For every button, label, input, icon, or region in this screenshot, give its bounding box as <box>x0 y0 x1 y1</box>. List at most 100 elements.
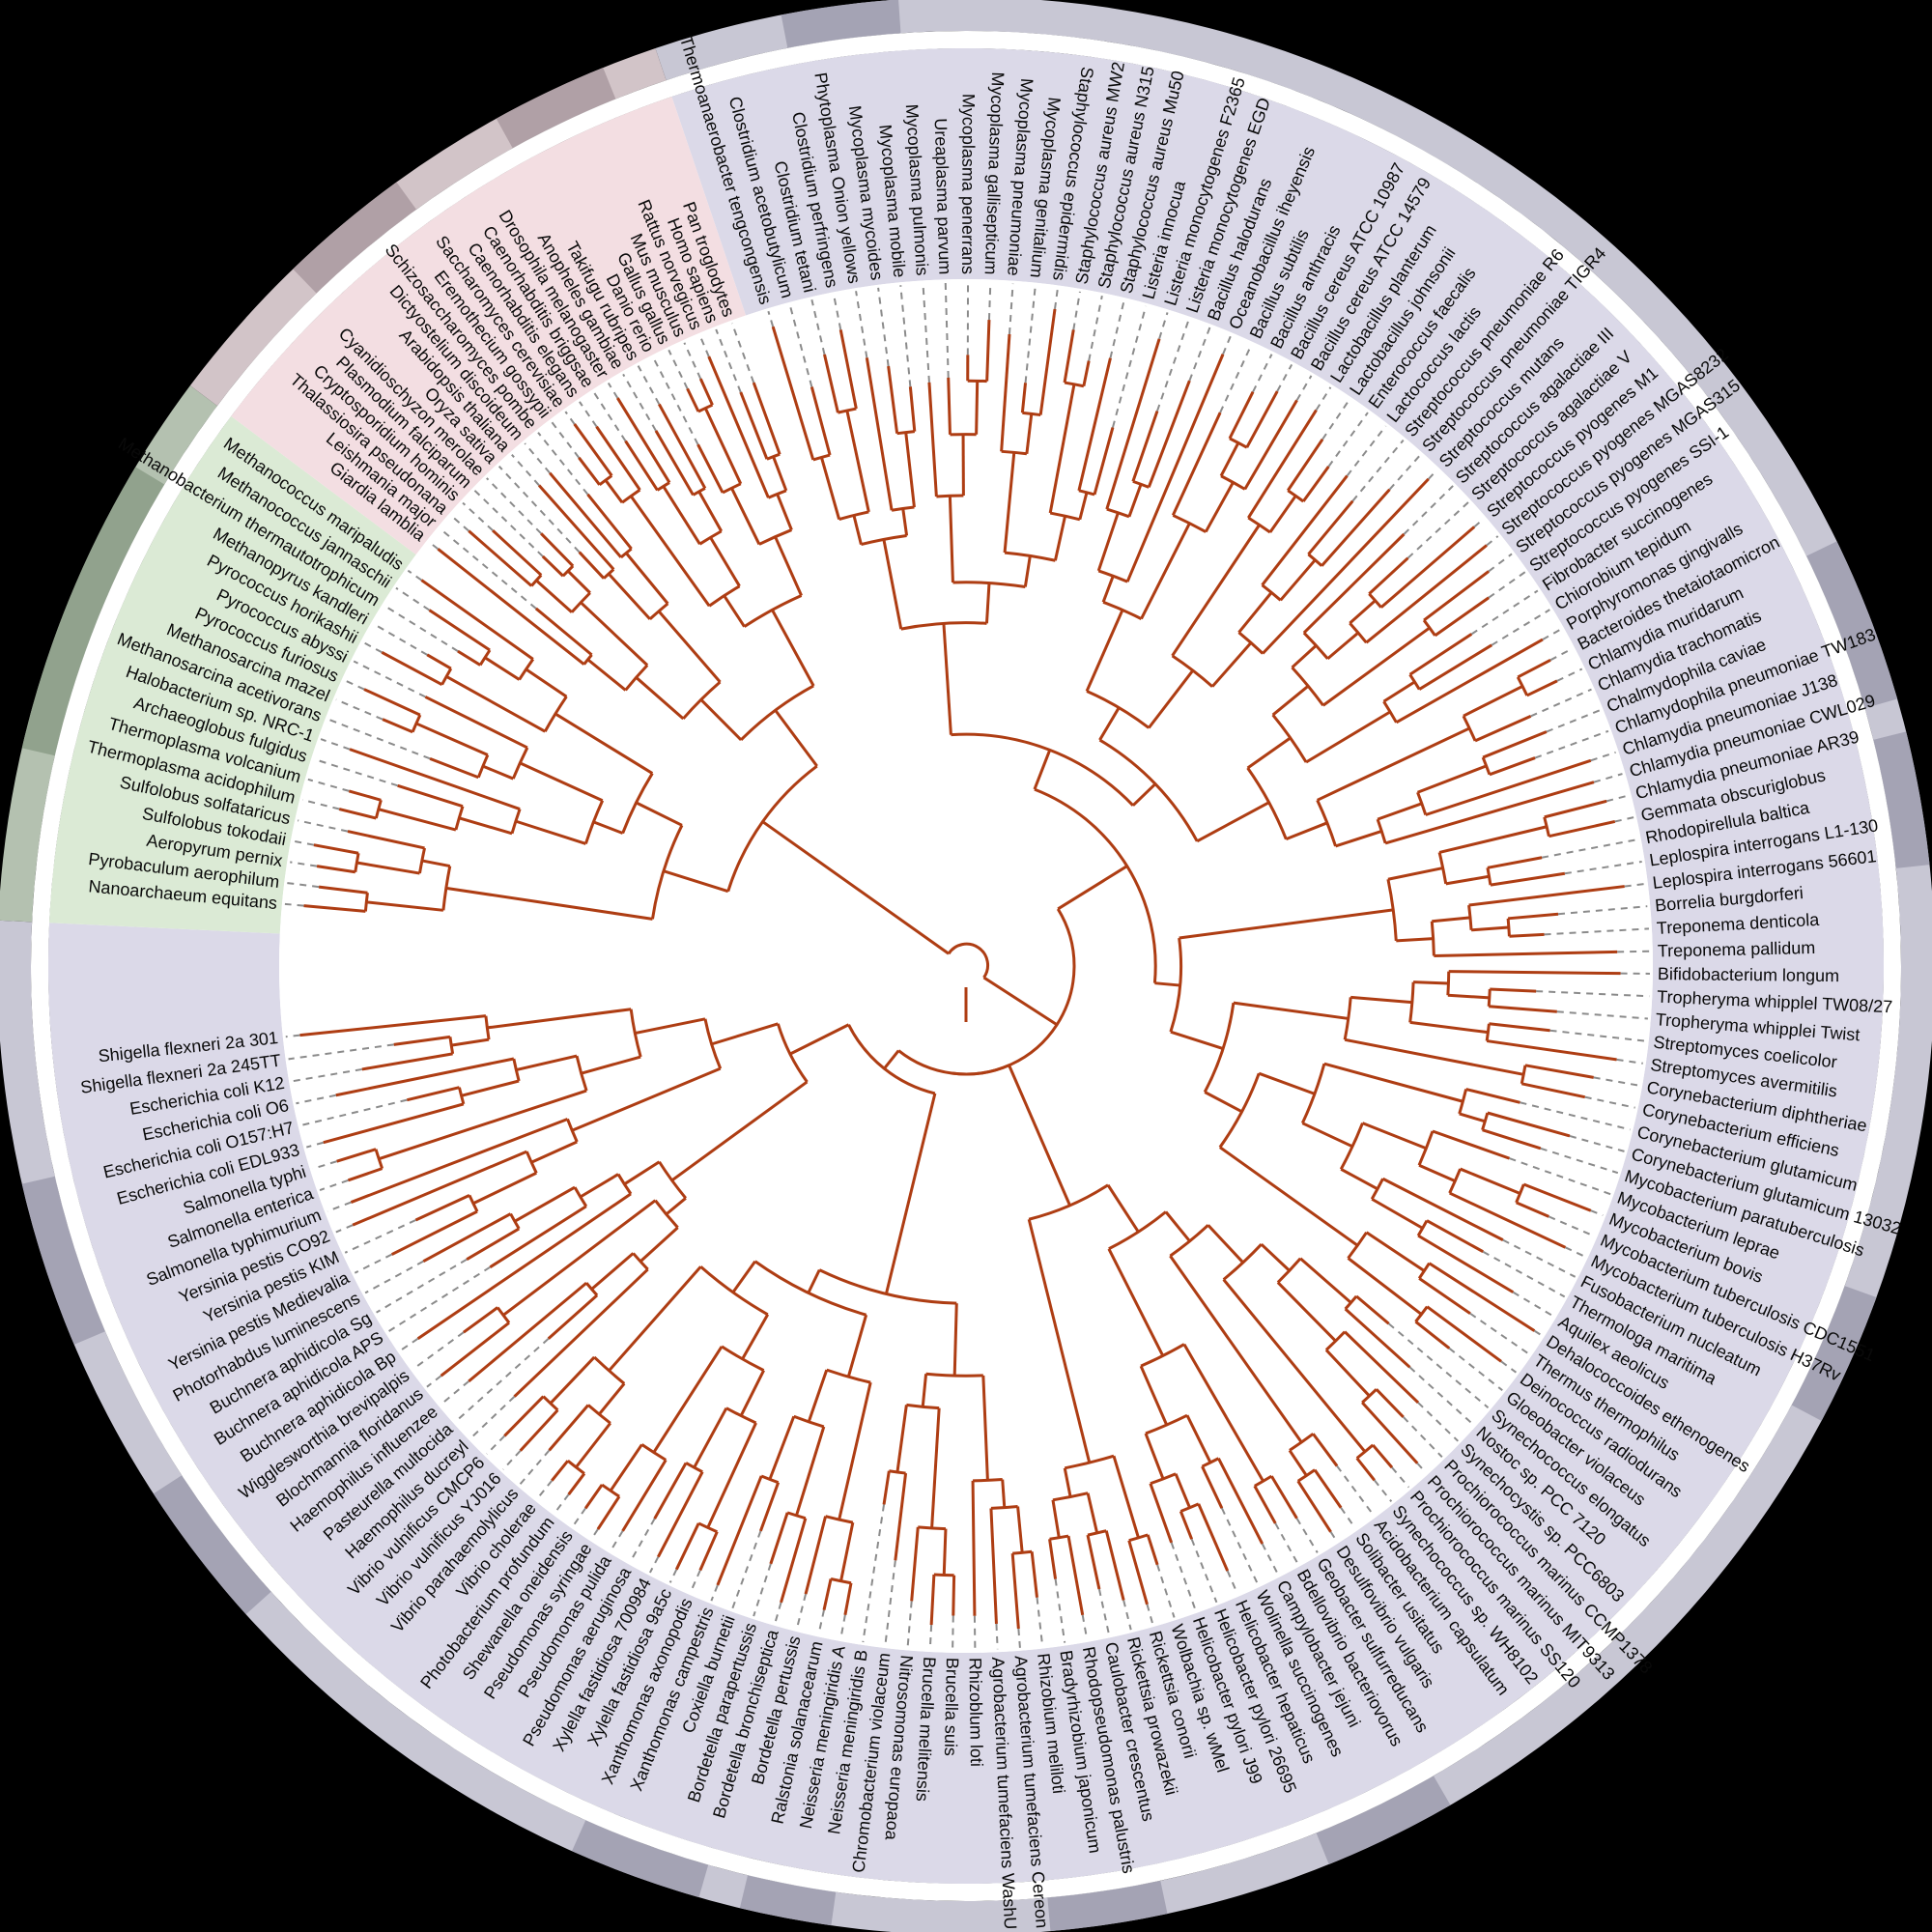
leaf-leader <box>1146 1604 1154 1625</box>
tree-branch <box>807 1369 829 1423</box>
tree-branch <box>1105 338 1161 510</box>
tree-branch <box>1299 1257 1352 1304</box>
leaf-leader <box>833 295 842 330</box>
tree-branch <box>1447 993 1490 1000</box>
tree-branch <box>1344 1330 1420 1405</box>
tree-branch <box>1279 558 1317 602</box>
tree-branch <box>1323 1062 1463 1103</box>
leaf-label: Brucella suis <box>941 1658 962 1756</box>
leaf-leader <box>1470 589 1539 636</box>
tree-branch <box>1344 1307 1411 1369</box>
tree-branch <box>716 1475 763 1586</box>
leaf-leader <box>428 541 440 551</box>
tree-branch <box>843 1582 853 1616</box>
tree-branch <box>598 1382 626 1415</box>
tree-branch <box>604 479 624 504</box>
tree-branch <box>415 722 489 756</box>
tree-branch <box>429 756 479 780</box>
tree-branch <box>1418 1163 1456 1183</box>
tree-branch <box>1170 1030 1224 1051</box>
tree-branch <box>1260 1242 1291 1272</box>
tree-branch <box>698 378 714 406</box>
tree-branch <box>1365 544 1488 644</box>
tree-branch <box>895 1405 908 1473</box>
tree-canvas <box>279 279 1653 1653</box>
tree-branch <box>1432 916 1471 923</box>
tree-branch <box>653 1462 688 1520</box>
leaf-leader <box>855 291 868 358</box>
tree-branch <box>930 1407 941 1529</box>
separator-ring <box>31 31 1901 1901</box>
leaf-leader <box>1295 1518 1319 1553</box>
tree-branch <box>1033 749 1052 790</box>
tree-branch <box>901 508 909 536</box>
tree-branch <box>397 783 464 809</box>
leaf-leader <box>387 1265 491 1333</box>
tree-branch <box>350 1118 569 1204</box>
tree-branch <box>1408 633 1473 676</box>
tree-branch <box>1312 1433 1339 1467</box>
outer-ring-segment <box>572 1820 709 1898</box>
tree-branch <box>535 579 573 613</box>
tree-branch <box>635 676 685 721</box>
tree-branch <box>904 432 916 508</box>
tree-branch <box>772 456 788 492</box>
leaf-leader <box>944 282 950 379</box>
tree-branch <box>1522 1182 1592 1212</box>
leaf-leader <box>300 1098 408 1126</box>
tree-branch <box>347 830 425 850</box>
leaf-leader <box>710 1584 719 1602</box>
tree-branch <box>426 653 452 670</box>
tree-branch <box>1077 357 1112 492</box>
leaf-leader <box>649 1556 660 1574</box>
tree-branch <box>771 326 815 461</box>
tree-branch <box>487 1008 632 1030</box>
tree-branch <box>908 386 917 432</box>
leaf-leader <box>1536 990 1650 998</box>
leaf-leader <box>1408 1366 1474 1426</box>
tree-branch <box>472 1171 537 1206</box>
leaf-leader <box>1097 1588 1111 1635</box>
tree-branch <box>1016 1506 1024 1553</box>
tree-branch <box>347 1167 384 1182</box>
tree-branch <box>1027 1218 1092 1463</box>
tree-branch <box>1482 1128 1542 1151</box>
tree-branch <box>352 1150 527 1227</box>
tree-branch <box>1048 1539 1058 1579</box>
tree-branch <box>1438 825 1548 854</box>
leaf-leader <box>395 586 431 611</box>
leaf-leader <box>1616 1058 1643 1065</box>
tree-branch <box>1387 867 1443 881</box>
tree-branch <box>1182 1343 1264 1483</box>
tree-branch <box>1063 1467 1072 1497</box>
tree-branch <box>336 1148 377 1163</box>
tree-branch <box>586 658 627 692</box>
leaf-leader <box>1548 1215 1595 1237</box>
leaf-leader <box>1417 1402 1459 1442</box>
tree-branch <box>1149 1483 1174 1544</box>
leaf-label: Bifidobacterium longum <box>1658 964 1839 985</box>
tree-branch <box>823 354 839 413</box>
tree-branch <box>318 885 368 895</box>
leaf-leader <box>715 328 742 393</box>
leaf-leader <box>753 1563 772 1617</box>
tree-branch <box>1038 308 1057 415</box>
tree-branch <box>492 529 543 577</box>
leaf-leader <box>1428 469 1438 480</box>
tree-branch <box>1144 1433 1165 1480</box>
leaf-leader <box>1054 288 1059 310</box>
tree-branch <box>530 1140 578 1164</box>
tree-branch <box>730 487 761 546</box>
tree-branch <box>985 320 991 382</box>
tree-branch <box>807 1268 821 1294</box>
tree-branch <box>1243 399 1298 491</box>
tree-branch <box>1125 354 1225 582</box>
outer-ring-segment <box>1806 541 1898 709</box>
tree-branch <box>1382 680 1416 703</box>
leaf-leader <box>1491 609 1550 646</box>
tree-branch <box>581 1055 641 1075</box>
outer-ring-segment <box>1791 1286 1877 1421</box>
tree-branch <box>1487 1111 1571 1138</box>
leaf-leader <box>1072 291 1081 330</box>
outer-ring-segment <box>1873 731 1930 868</box>
